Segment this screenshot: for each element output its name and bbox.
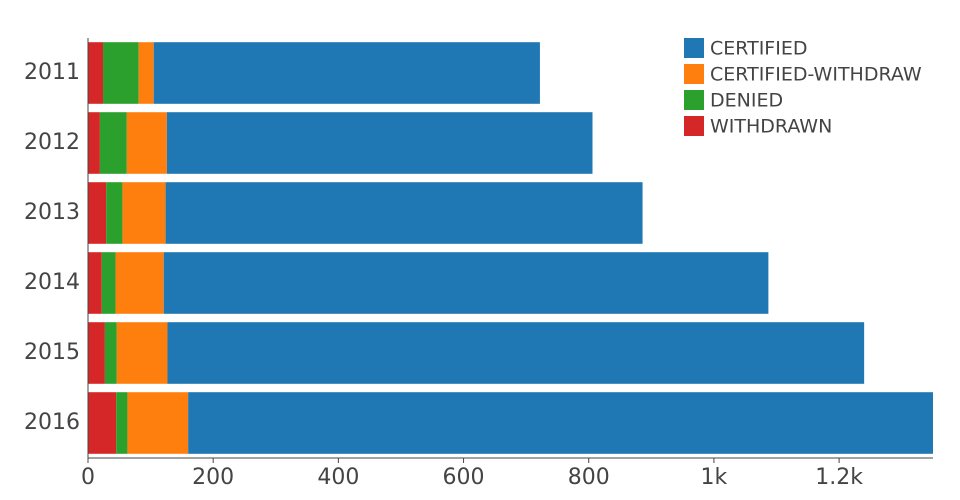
legend-label: WITHDRAWN bbox=[710, 116, 832, 138]
y-tick-label: 2015 bbox=[24, 340, 80, 365]
x-tick-label: 600 bbox=[443, 465, 485, 490]
bar-segment bbox=[101, 252, 116, 314]
x-tick-label: 400 bbox=[317, 465, 359, 490]
bar-segment bbox=[104, 322, 117, 384]
bar-segment bbox=[167, 322, 865, 384]
x-tick-label: 0 bbox=[81, 465, 95, 490]
bar-segment bbox=[88, 42, 104, 104]
legend-label: CERTIFIED bbox=[710, 38, 807, 60]
bar-segment bbox=[138, 42, 154, 104]
bar-segment bbox=[88, 252, 102, 314]
legend-label: DENIED bbox=[710, 90, 783, 112]
bar-segment bbox=[163, 252, 769, 314]
bar-segment bbox=[115, 252, 164, 314]
x-tick-label: 200 bbox=[192, 465, 234, 490]
bar-segment bbox=[188, 392, 934, 454]
bar-segment bbox=[103, 42, 139, 104]
bar-segment bbox=[88, 392, 117, 454]
bar-segment bbox=[153, 42, 540, 104]
legend-swatch bbox=[684, 64, 704, 84]
legend-swatch bbox=[684, 116, 704, 136]
bar-segment bbox=[116, 392, 128, 454]
legend-swatch bbox=[684, 90, 704, 110]
bar-segment bbox=[122, 182, 166, 244]
bar-segment bbox=[165, 182, 643, 244]
x-tick-label: 1k bbox=[701, 465, 728, 490]
bar-segment bbox=[88, 322, 105, 384]
bar-segment bbox=[127, 392, 189, 454]
y-tick-label: 2012 bbox=[24, 130, 80, 155]
x-tick-label: 1.2k bbox=[815, 465, 863, 490]
bar-segment bbox=[88, 182, 107, 244]
bar-segment bbox=[88, 112, 100, 174]
x-tick-label: 800 bbox=[568, 465, 610, 490]
bar-segment bbox=[106, 182, 123, 244]
y-tick-label: 2014 bbox=[24, 270, 80, 295]
y-tick-label: 2011 bbox=[24, 60, 80, 85]
bar-segment bbox=[99, 112, 127, 174]
bar-segment bbox=[166, 112, 593, 174]
bar-segment bbox=[116, 322, 168, 384]
y-tick-label: 2016 bbox=[24, 410, 80, 435]
legend-swatch bbox=[684, 38, 704, 58]
legend-label: CERTIFIED-WITHDRAW bbox=[710, 64, 922, 86]
bar-segment bbox=[126, 112, 167, 174]
y-tick-label: 2013 bbox=[24, 200, 80, 225]
